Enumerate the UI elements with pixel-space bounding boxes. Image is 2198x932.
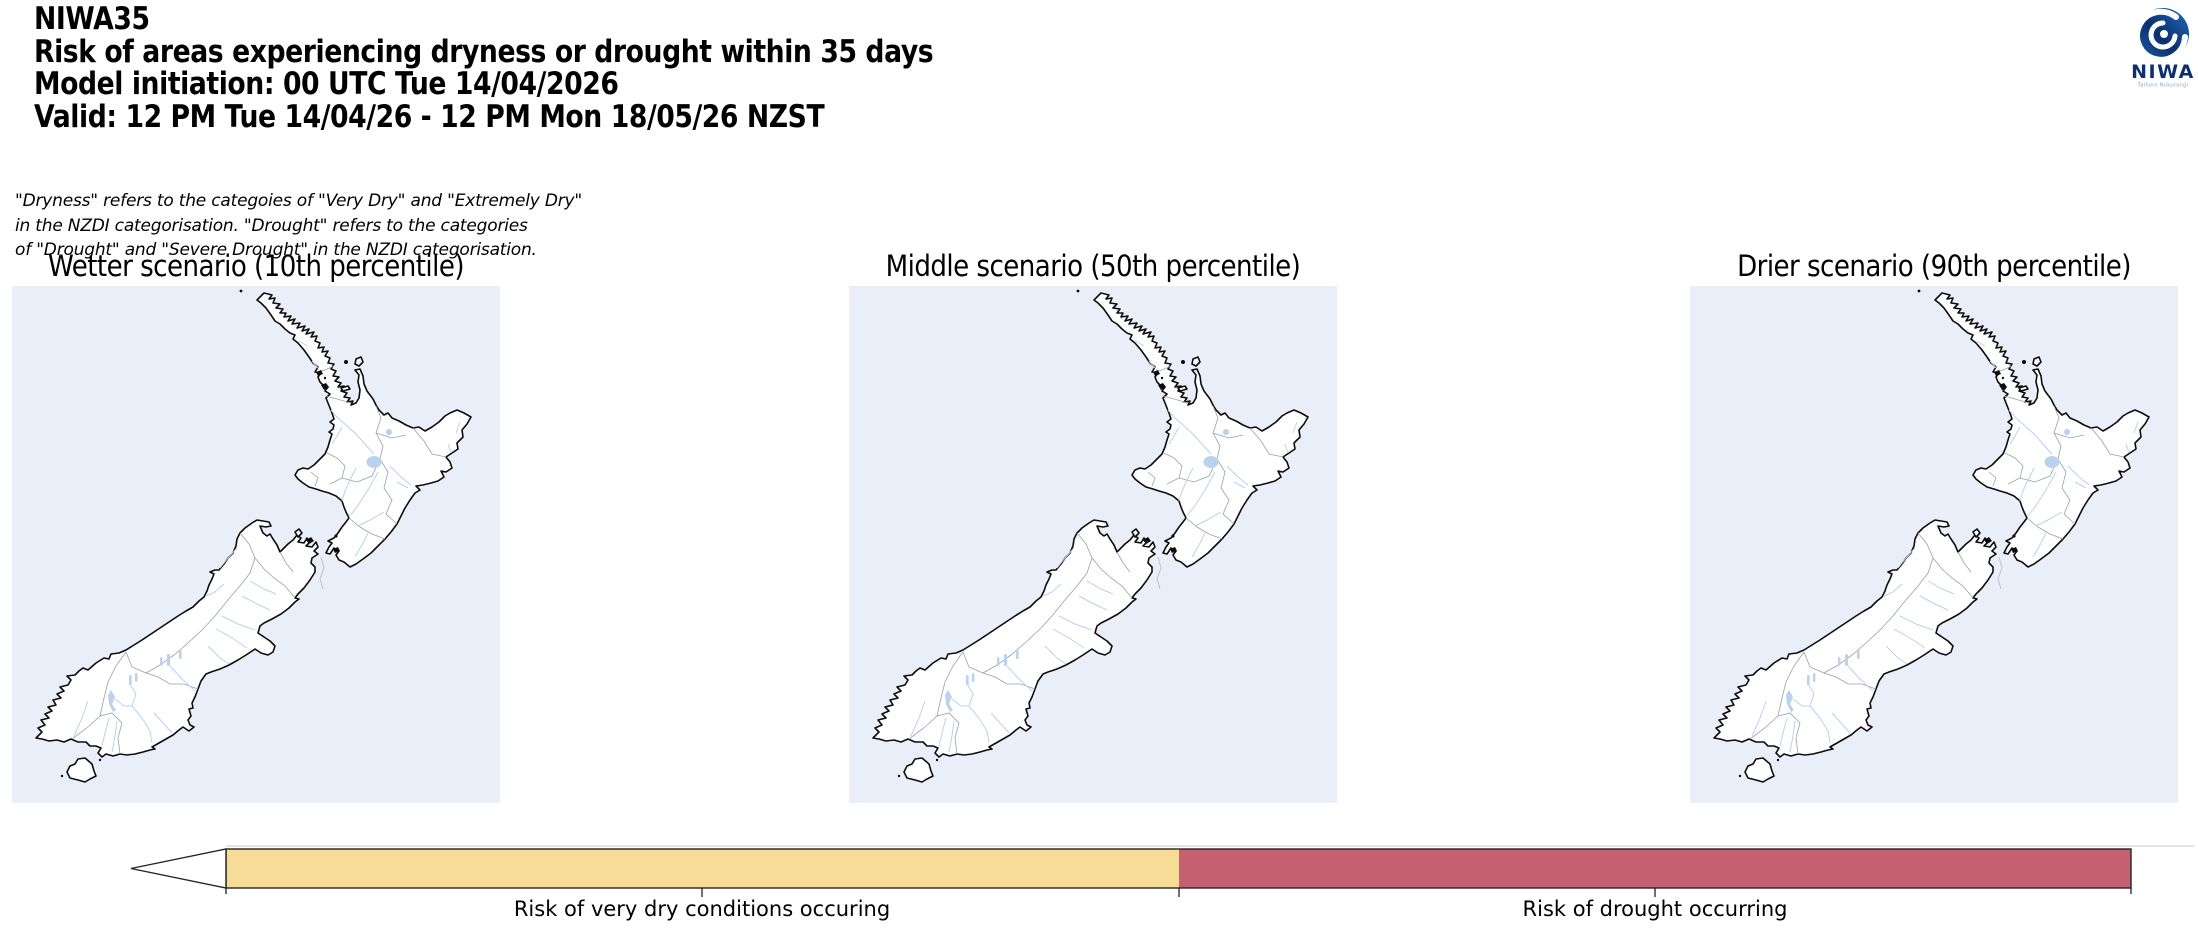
niwa-koru-icon <box>2136 8 2189 61</box>
disclaimer-line: of "Drought" and "Severe Drought" in the… <box>15 240 537 260</box>
logo-tagline: Taihoro Nukurangi <box>2137 82 2189 88</box>
colorbar-ticks <box>225 888 2132 897</box>
legend-label-drought: Risk of drought occurring <box>1522 897 1788 921</box>
header-title-block: NIWA35 Risk of areas experiencing drynes… <box>34 1 934 135</box>
map-panel-middle <box>849 286 1337 803</box>
segment-very-dry <box>226 849 1179 888</box>
product-name: NIWA35 <box>34 1 150 37</box>
map-panel-drier <box>1690 286 2178 803</box>
disclaimer-line: "Dryness" refers to the categoies of "Ve… <box>15 191 582 211</box>
segment-drought <box>1179 849 2131 888</box>
legend-label-very-dry: Risk of very dry conditions occuring <box>513 897 891 921</box>
panel-title-wetter: Wetter scenario (10th percentile) <box>47 249 465 283</box>
new-zealand-map <box>12 286 500 803</box>
page-title: Risk of areas experiencing dryness or dr… <box>34 33 934 70</box>
new-zealand-map <box>849 286 1337 803</box>
panel-title-middle: Middle scenario (50th percentile) <box>885 249 1301 283</box>
valid-period-line: Valid: 12 PM Tue 14/04/26 - 12 PM Mon 18… <box>34 98 825 135</box>
disclaimer-note: "Dryness" refers to the categoies of "Ve… <box>15 189 582 263</box>
map-panel-wetter <box>12 286 500 803</box>
disclaimer-line: in the NZDI categorisation. "Drought" re… <box>15 215 528 236</box>
model-initiation-line: Model initiation: 00 UTC Tue 14/04/2026 <box>34 66 619 102</box>
left-arrow-icon <box>130 848 227 889</box>
new-zealand-map <box>1690 286 2178 803</box>
niwa-logo: NIWA Taihoro Nukurangi <box>2130 7 2196 89</box>
panel-title-drier: Drier scenario (90th percentile) <box>1737 249 2131 283</box>
logo-wordmark: NIWA <box>2131 61 2195 83</box>
